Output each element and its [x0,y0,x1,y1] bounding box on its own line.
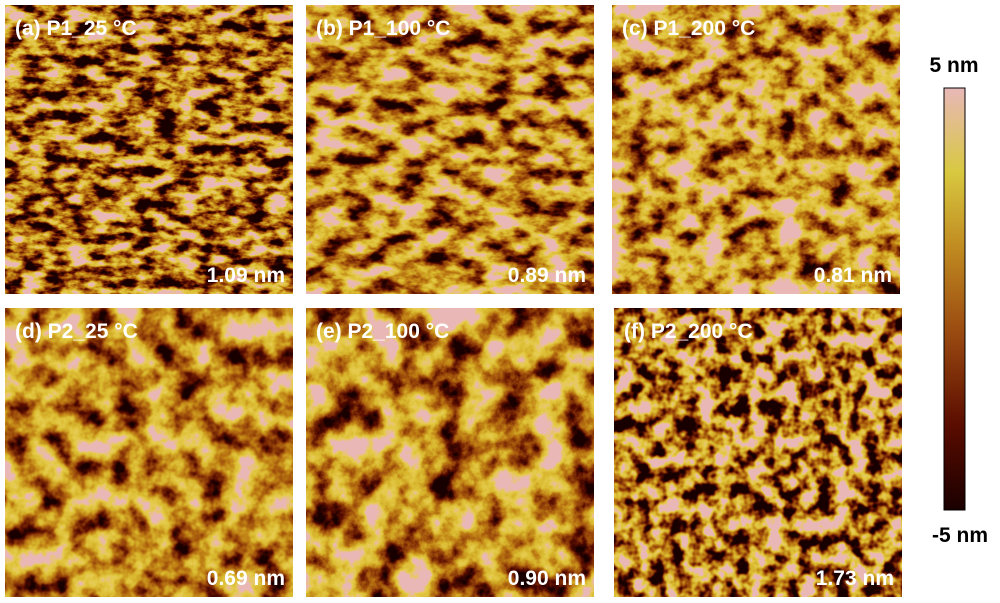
panel-label: (e) P2_100 °C [316,320,449,343]
roughness-label: 0.89 nm [508,264,586,287]
panel-label: (f) P2_200 °C [624,320,753,343]
roughness-label: 1.09 nm [207,264,285,287]
panel-label: (c) P1_200 °C [622,17,755,40]
afm-image [5,5,293,294]
roughness-label: 0.69 nm [207,567,285,590]
colorbar-max: 5 nm [929,54,978,77]
panel-label: (a) P1_25 °C [15,17,137,40]
afm-panel: (f) P2_200 °C 1.73 nm [614,308,902,597]
afm-panel: (b) P1_100 °C 0.89 nm [306,5,594,294]
colorbar [943,87,966,511]
afm-image [614,308,902,597]
roughness-label: 1.73 nm [816,567,894,590]
panel-label: (b) P1_100 °C [316,17,450,40]
roughness-label: 0.90 nm [508,567,586,590]
colorbar-min: -5 nm [932,524,988,547]
afm-image [612,5,900,294]
panel-label: (d) P2_25 °C [15,320,138,343]
afm-panel: (c) P1_200 °C 0.81 nm [612,5,900,294]
afm-image [5,308,293,597]
afm-panel: (e) P2_100 °C 0.90 nm [306,308,594,597]
afm-image [306,5,594,294]
afm-panel: (d) P2_25 °C 0.69 nm [5,308,293,597]
afm-panel: (a) P1_25 °C 1.09 nm [5,5,293,294]
roughness-label: 0.81 nm [814,264,892,287]
afm-image [306,308,594,597]
